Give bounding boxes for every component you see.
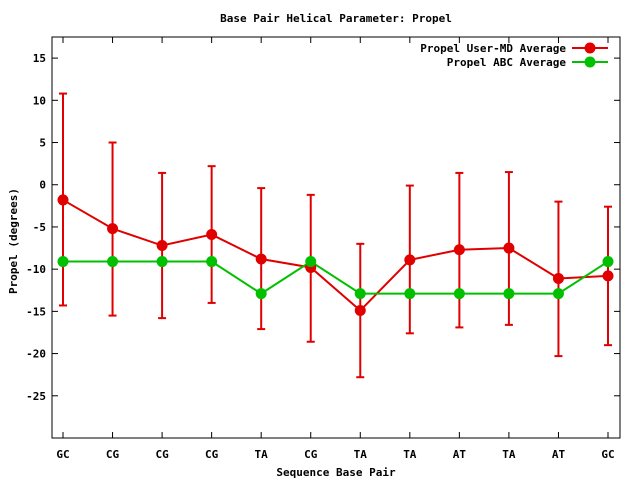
x-tick-label: GC: [56, 448, 69, 461]
y-tick-label: 15: [33, 52, 46, 65]
series-line-1: [63, 260, 609, 295]
y-tick-label: -25: [26, 390, 46, 403]
data-point-0: [107, 223, 119, 235]
series-points: [57, 194, 614, 317]
data-point-0: [206, 229, 218, 241]
data-point-0: [156, 240, 168, 252]
data-point-0: [602, 270, 614, 282]
y-tick-label: 10: [33, 94, 46, 107]
data-point-1: [156, 256, 168, 268]
x-tick-label: TA: [403, 448, 417, 461]
error-bars: [59, 92, 612, 379]
y-axis-label: Propel (degrees): [7, 188, 20, 294]
data-point-1: [552, 288, 564, 300]
data-point-0: [354, 305, 366, 317]
data-point-1: [255, 288, 267, 300]
data-point-0: [453, 244, 465, 256]
x-tick-label: GC: [601, 448, 614, 461]
x-tick-label: AT: [552, 448, 566, 461]
x-axis-label: Sequence Base Pair: [276, 466, 396, 479]
data-point-1: [354, 288, 366, 300]
legend-label-1: Propel ABC Average: [447, 56, 567, 69]
y-tick-label: 0: [39, 179, 46, 192]
y-tick-label: 5: [39, 137, 46, 150]
x-tick-label: CG: [304, 448, 318, 461]
x-tick-label: CG: [106, 448, 120, 461]
chart-title: Base Pair Helical Parameter: Propel: [220, 12, 452, 25]
y-tick-label: -5: [33, 221, 46, 234]
x-tick-label: TA: [255, 448, 269, 461]
data-point-1: [57, 256, 69, 268]
data-point-1: [107, 256, 119, 268]
data-point-1: [305, 256, 317, 268]
x-tick-label: TA: [354, 448, 368, 461]
data-point-0: [503, 242, 515, 254]
y-tick-label: -15: [26, 305, 46, 318]
legend-label-0: Propel User-MD Average: [420, 42, 566, 55]
data-point-1: [404, 288, 416, 300]
data-point-0: [552, 272, 564, 284]
legend-marker-1: [584, 56, 596, 68]
data-point-0: [255, 253, 267, 265]
x-tick-label: CG: [155, 448, 169, 461]
data-point-0: [57, 194, 69, 206]
series-lines: [62, 199, 609, 312]
plot-frame: [51, 36, 621, 439]
series-line-0: [62, 199, 609, 312]
x-tick-label: AT: [453, 448, 467, 461]
axis-ticks: 15 10 5 0 -5 -10 -15 -20 -25 GC CG CG CG TA CG TA TA AT TA…: [26, 37, 620, 461]
legend-marker-0: [584, 42, 596, 54]
data-point-0: [404, 254, 416, 266]
x-tick-label: TA: [502, 448, 516, 461]
y-tick-label: -20: [26, 348, 46, 361]
y-tick-label: -10: [26, 263, 46, 276]
data-point-1: [453, 288, 465, 300]
data-point-1: [206, 256, 218, 268]
x-tick-label: CG: [205, 448, 219, 461]
data-point-1: [602, 256, 614, 268]
data-point-1: [503, 288, 515, 300]
